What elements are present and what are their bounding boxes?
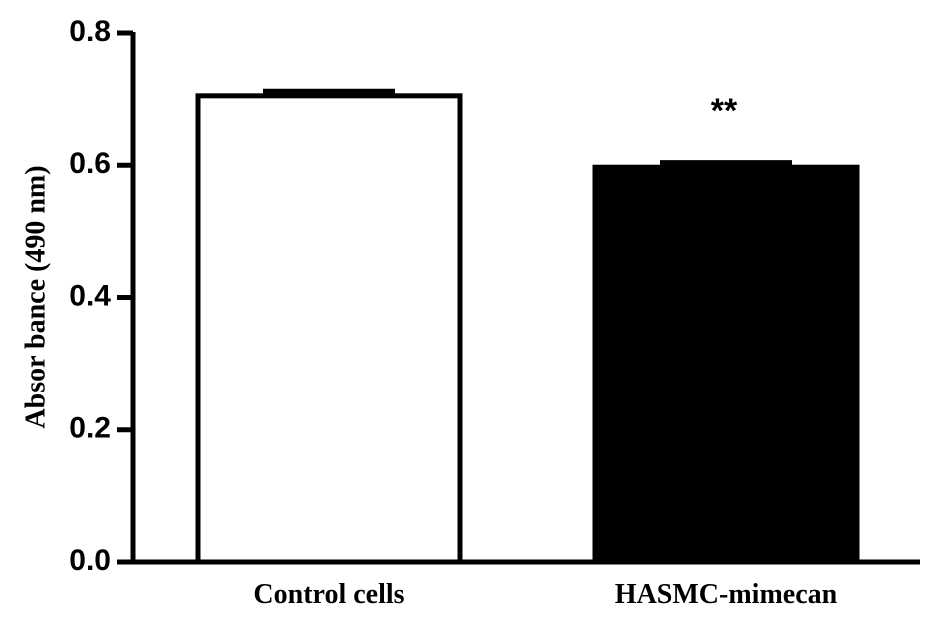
y-tick-label-1: 0.0 — [69, 544, 111, 577]
y-tick-label-5: 0.8 — [69, 15, 111, 48]
y-tick-label-2: 0.2 — [69, 412, 111, 445]
significance-annotation-1: ** — [711, 92, 738, 130]
y-tick-label-3: 0.4 — [69, 279, 111, 312]
y-tick-label-4: 0.6 — [69, 147, 111, 180]
x-tick-label-2: HASMC-mimecan — [615, 579, 838, 610]
plot-area: Control cells HASMC-mimecan ** 0.0 0.2 0.4 0.6… — [69, 15, 920, 610]
bar-2 — [592, 164, 860, 565]
bar-1 — [195, 93, 463, 565]
x-tick-label-1: Control cells — [253, 579, 404, 610]
y-axis-title: Absor bance (490 nm) — [20, 165, 51, 428]
